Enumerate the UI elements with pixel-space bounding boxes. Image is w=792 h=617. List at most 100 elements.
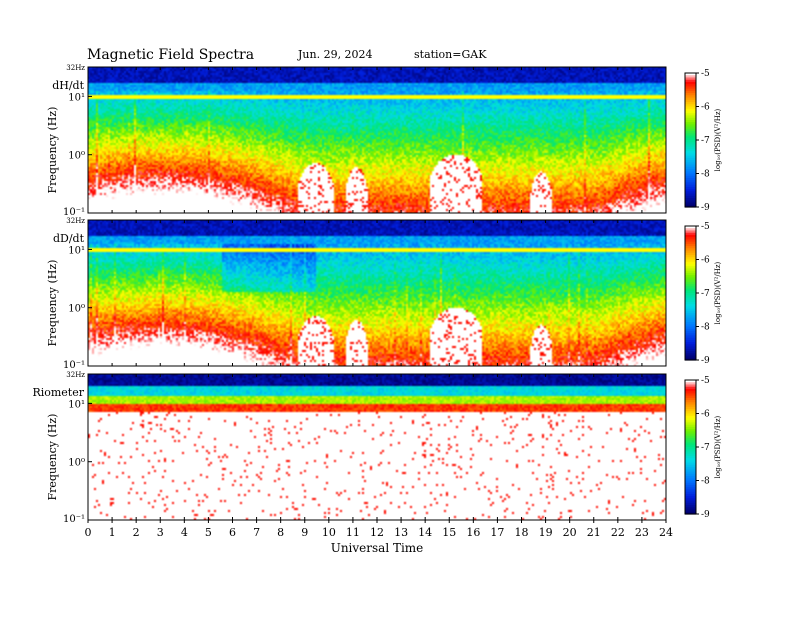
x-tick-label: 13 — [394, 526, 408, 539]
colorbar-cell — [685, 182, 696, 186]
x-tick-label: 15 — [442, 526, 456, 539]
x-tick-label: 3 — [157, 526, 164, 539]
colorbar-cell — [685, 304, 696, 307]
colorbar-cell — [685, 193, 696, 197]
colorbar-tick-label: -9 — [701, 356, 710, 366]
colorbar-tick-label: -9 — [701, 203, 710, 213]
colorbar-cell — [685, 241, 696, 245]
colorbar-cell — [685, 175, 696, 179]
y-tick-label: 10⁰ — [68, 304, 85, 315]
x-tick-label: 2 — [133, 526, 140, 539]
x-tick-label: 14 — [418, 526, 432, 539]
colorbar-tick-label: -7 — [701, 136, 710, 146]
colorbar-label: log₁₀(PSD)(V²/Hz) — [714, 108, 722, 171]
colorbar-cell — [685, 281, 696, 285]
colorbar-tick-label: -8 — [701, 477, 710, 487]
colorbar-cell — [685, 113, 696, 117]
colorbar-cell — [685, 166, 696, 170]
colorbar-cell — [685, 160, 696, 163]
colorbar-cell — [685, 391, 696, 394]
colorbar-cell — [685, 155, 696, 159]
colorbar-cell — [685, 500, 696, 504]
colorbar-cell — [685, 173, 696, 177]
colorbar-cell — [685, 200, 696, 204]
colorbar-cell — [685, 204, 696, 208]
colorbar-cell — [685, 476, 696, 479]
colorbar-cell — [685, 198, 696, 201]
colorbar-cell — [685, 462, 696, 466]
colorbar-cell — [685, 420, 696, 424]
colorbar-cell — [685, 409, 696, 412]
colorbar-cell — [685, 184, 696, 188]
colorbar-cell — [685, 333, 696, 337]
colorbar-cell — [685, 186, 696, 190]
colorbar-cell — [685, 346, 696, 350]
colorbar-cell — [685, 453, 696, 457]
colorbar-cell — [685, 328, 696, 332]
colorbar-cell — [685, 228, 696, 232]
colorbar-cell — [685, 284, 696, 287]
colorbar-cell — [685, 295, 696, 299]
colorbar-cell — [685, 115, 696, 119]
y-axis-label: Frequency (Hz) — [46, 107, 59, 194]
y-tick-label: 32Hz — [66, 64, 85, 72]
colorbar: -5 -6 -7 -8 -9 log₁₀(PSD)(V²/Hz) — [684, 222, 722, 366]
x-tick-label: 0 — [85, 526, 92, 539]
colorbar-cell — [685, 90, 696, 94]
panel-riometer: Riometer 32Hz 10¹ 10⁰ 10⁻¹ Frequency (Hz) -5 -6… — [32, 371, 722, 525]
colorbar-cell — [685, 261, 696, 265]
colorbar-cell — [685, 417, 696, 421]
colorbar-tick-label: -9 — [701, 510, 710, 520]
colorbar-cell — [685, 301, 696, 305]
colorbar-cell — [685, 384, 696, 388]
x-tick-label: 7 — [253, 526, 260, 539]
colorbar-cell — [685, 458, 696, 461]
colorbar-cell — [685, 202, 696, 206]
y-tick-label: 32Hz — [66, 217, 85, 225]
colorbar-cell — [685, 117, 696, 121]
x-tick-label: 23 — [635, 526, 649, 539]
colorbar-cell — [685, 239, 696, 243]
colorbar-cell — [685, 275, 696, 278]
colorbar-tick-label: -5 — [701, 222, 710, 232]
colorbar-cell — [685, 464, 696, 468]
colorbar-cell — [685, 397, 696, 401]
colorbar-cell — [685, 411, 696, 415]
colorbar-cell — [685, 270, 696, 274]
colorbar-tick-label: -6 — [701, 256, 710, 266]
colorbar-cell — [685, 88, 696, 92]
y-tick-label: 10⁰ — [68, 151, 85, 162]
colorbar-cell — [685, 435, 696, 439]
colorbar-cell — [685, 257, 696, 261]
colorbar-cell — [685, 388, 696, 392]
x-tick-label: 9 — [301, 526, 308, 539]
colorbar-cell — [685, 433, 696, 437]
colorbar-cell — [685, 266, 696, 270]
y-tick-label: 10⁰ — [68, 458, 85, 469]
colorbar-cell — [685, 431, 696, 435]
colorbar-cell — [685, 86, 696, 90]
colorbar-cell — [685, 293, 696, 296]
y-tick-label: 10⁻¹ — [63, 207, 85, 218]
colorbar-cell — [685, 232, 696, 236]
colorbar-cell — [685, 511, 696, 515]
x-axis: 0 1 2 3 4 5 6 7 8 9 10 11 12 13 14 15 16 17 18 19 20 21 22 23 24 — [85, 520, 673, 539]
colorbar-cell — [685, 299, 696, 303]
colorbar-cell — [685, 142, 696, 146]
x-tick-label: 18 — [515, 526, 529, 539]
colorbar-cell — [685, 451, 696, 455]
colorbar-cell — [685, 133, 696, 137]
colorbar-cell — [685, 438, 696, 441]
colorbar-cell — [685, 124, 696, 128]
colorbar-cell — [685, 99, 696, 103]
colorbar-cell — [685, 493, 696, 497]
colorbar-cell — [685, 502, 696, 506]
colorbar-cell — [685, 426, 696, 430]
colorbar-cell — [685, 460, 696, 464]
colorbar-cell — [685, 491, 696, 495]
colorbar-cell — [685, 151, 696, 154]
colorbar-cell — [685, 480, 696, 484]
colorbar-cell — [685, 153, 696, 157]
colorbar-cell — [685, 413, 696, 417]
